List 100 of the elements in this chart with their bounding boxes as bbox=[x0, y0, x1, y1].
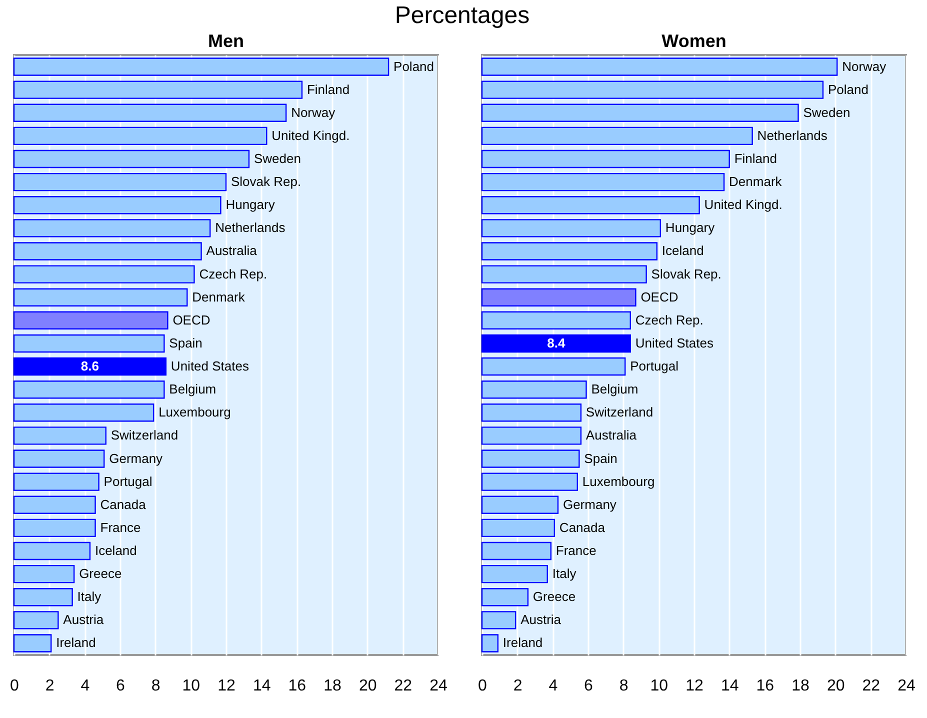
y-tick-label: Denmark bbox=[192, 289, 246, 304]
chart-title: Women bbox=[662, 31, 726, 51]
category-label: Italy bbox=[552, 566, 576, 582]
bar bbox=[481, 58, 838, 76]
bar bbox=[13, 380, 165, 399]
y-tick-label: Slovak Rep. bbox=[231, 174, 302, 190]
y-tick-label: France bbox=[100, 520, 141, 535]
bar bbox=[13, 150, 250, 168]
bar bbox=[13, 80, 303, 99]
category-label: Netherlands bbox=[757, 128, 828, 143]
text: Percentages bbox=[394, 2, 530, 29]
bar bbox=[481, 634, 498, 652]
bar bbox=[481, 196, 700, 214]
bar bbox=[13, 450, 105, 468]
bar bbox=[13, 58, 390, 76]
category-label: Poland bbox=[828, 82, 868, 97]
x-tick-label: 2 bbox=[513, 678, 522, 694]
bar bbox=[13, 219, 211, 238]
x-tick-label: 16 bbox=[756, 678, 774, 694]
y-tick-label: Spain bbox=[169, 335, 202, 350]
category-label: Spain bbox=[584, 450, 618, 466]
chart-title: Men bbox=[208, 31, 244, 51]
category-label: France bbox=[556, 543, 596, 558]
bar bbox=[481, 288, 636, 306]
bar bbox=[13, 311, 168, 330]
category-label: Ireland bbox=[502, 635, 543, 650]
bar bbox=[481, 104, 799, 122]
y-tick-label: Czech Rep. bbox=[199, 266, 268, 282]
bar bbox=[481, 219, 662, 238]
y-tick-label: Belgium bbox=[169, 382, 216, 397]
x-tick-label: 0 bbox=[478, 678, 488, 694]
bar bbox=[481, 334, 631, 353]
x-tick-label: 8 bbox=[151, 678, 160, 694]
category-label: Norway bbox=[842, 58, 886, 74]
x-tick-label: 24 bbox=[898, 678, 916, 694]
bar bbox=[13, 634, 52, 652]
x-tick-label: 10 bbox=[650, 678, 668, 694]
bar bbox=[481, 472, 578, 491]
x-tick-label: 22 bbox=[862, 678, 880, 694]
y-tick-label: Iceland bbox=[94, 543, 137, 558]
category-label: Iceland bbox=[662, 243, 704, 258]
bar bbox=[481, 242, 658, 260]
bar bbox=[481, 611, 516, 630]
bar bbox=[13, 172, 227, 192]
bar bbox=[13, 518, 96, 538]
y-tick-label: Hungary bbox=[226, 197, 276, 212]
bar bbox=[481, 311, 631, 330]
category-label: Sweden bbox=[803, 104, 850, 120]
bar bbox=[481, 564, 548, 584]
category-label: Denmark bbox=[729, 174, 782, 190]
x-tick-label: 14 bbox=[720, 678, 739, 694]
y-tick-label: Germany bbox=[109, 450, 164, 466]
x-tick-label: 2 bbox=[45, 678, 54, 694]
bar bbox=[13, 334, 165, 353]
y-tick-label: Switzerland bbox=[110, 428, 178, 443]
x-tick-label: 12 bbox=[686, 678, 704, 694]
bar bbox=[481, 265, 647, 284]
bar bbox=[481, 450, 580, 468]
category-label: Belgium bbox=[591, 382, 638, 397]
bar bbox=[13, 588, 73, 606]
y-tick-label: Italy bbox=[77, 589, 102, 604]
x-tick-label: 24 bbox=[430, 678, 448, 694]
x-tick-label: 16 bbox=[288, 678, 306, 694]
bar bbox=[481, 518, 556, 538]
y-tick-label: Canada bbox=[100, 496, 147, 512]
y-tick-label: Luxembourg bbox=[158, 404, 231, 420]
bar bbox=[481, 496, 559, 514]
category-label: Luxembourg bbox=[582, 474, 655, 489]
y-tick-label: United Kingd. bbox=[272, 128, 350, 143]
bar bbox=[13, 404, 154, 422]
x-tick-label: 18 bbox=[792, 678, 810, 694]
bar bbox=[13, 357, 167, 376]
data-label: 8.4 bbox=[547, 335, 566, 350]
bar bbox=[13, 265, 195, 284]
bar bbox=[481, 80, 824, 99]
x-tick-label: 12 bbox=[218, 678, 236, 694]
x-tick-label: 18 bbox=[324, 678, 342, 694]
x-tick-label: 20 bbox=[826, 678, 845, 694]
y-tick-label: Australia bbox=[206, 243, 258, 258]
x-tick-label: 14 bbox=[252, 678, 271, 694]
bar bbox=[13, 104, 287, 122]
category-label: Switzerland bbox=[586, 404, 654, 420]
category-label: Hungary bbox=[665, 220, 715, 236]
x-tick-label: 22 bbox=[394, 678, 412, 694]
category-label: Finland bbox=[734, 150, 777, 166]
bar bbox=[13, 196, 222, 214]
y-tick-label: Austria bbox=[63, 612, 104, 628]
category-label: Germany bbox=[562, 496, 616, 512]
bar bbox=[481, 380, 587, 399]
y-tick-label: OECD bbox=[172, 312, 210, 328]
category-label: United States bbox=[635, 335, 714, 350]
x-tick-label: 20 bbox=[358, 678, 377, 694]
bar bbox=[481, 150, 730, 168]
bar bbox=[13, 126, 268, 146]
x-tick-label: 8 bbox=[619, 678, 628, 694]
x-tick-label: 10 bbox=[182, 678, 200, 694]
bar bbox=[13, 496, 96, 514]
y-tick-label: Ireland bbox=[56, 635, 96, 650]
category-label: Austria bbox=[520, 612, 562, 628]
category-label: Portugal bbox=[630, 358, 679, 374]
